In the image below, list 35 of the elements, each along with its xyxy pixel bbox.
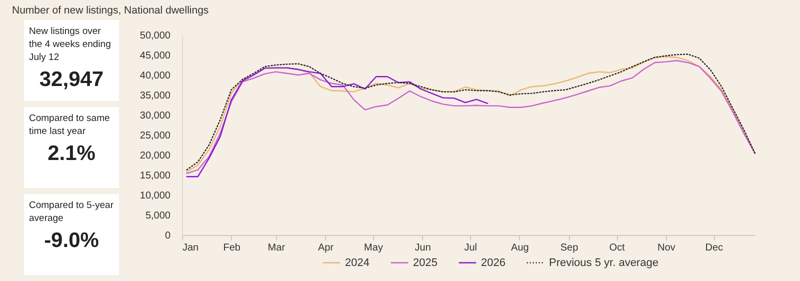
- y-tick-label: 40,000: [140, 70, 171, 82]
- line-series: [186, 67, 488, 178]
- x-tick-label: Dec: [705, 242, 724, 254]
- x-tick-label: Feb: [223, 242, 241, 254]
- text: 32,947: [38, 68, 105, 92]
- text: Compared to 5-year average: [29, 199, 114, 225]
- x-tick-label: Oct: [609, 242, 626, 254]
- text: New listings over the 4 weeks ending July 12: [29, 25, 112, 64]
- y-tick-label: 0: [164, 230, 171, 242]
- x-tick-label: Mar: [268, 242, 286, 254]
- y-tick-label: 50,000: [140, 30, 171, 42]
- x-tick-label: Jun: [414, 242, 431, 254]
- y-tick-label: 20,000: [140, 150, 171, 162]
- y-tick-label: 15,000: [140, 170, 171, 182]
- legend-label: 2026: [481, 256, 506, 269]
- y-tick-label: 35,000: [140, 90, 171, 102]
- x-tick-label: Sep: [560, 242, 579, 254]
- x-tick-label: May: [364, 242, 383, 254]
- text: 2.1%: [46, 142, 96, 166]
- x-tick-label: Jan: [182, 242, 199, 254]
- y-tick-label: 10,000: [140, 190, 171, 202]
- legend-label: Previous 5 yr. average: [549, 256, 658, 269]
- y-tick-label: 5,000: [145, 210, 171, 222]
- x-tick-label: Aug: [511, 242, 529, 254]
- chart-title: Number of new listings, National dwellings: [12, 4, 209, 16]
- text: -9.0%: [43, 229, 100, 253]
- legend-label: 2024: [345, 256, 370, 269]
- x-tick-label: Jul: [464, 242, 477, 254]
- x-tick-label: Apr: [318, 242, 334, 254]
- x-tick-label: Nov: [657, 242, 676, 254]
- y-tick-label: 25,000: [140, 130, 171, 142]
- y-tick-label: 30,000: [140, 110, 171, 122]
- legend-label: 2025: [413, 256, 438, 269]
- text: Compared to same time last year: [29, 112, 111, 138]
- y-tick-label: 45,000: [140, 50, 171, 62]
